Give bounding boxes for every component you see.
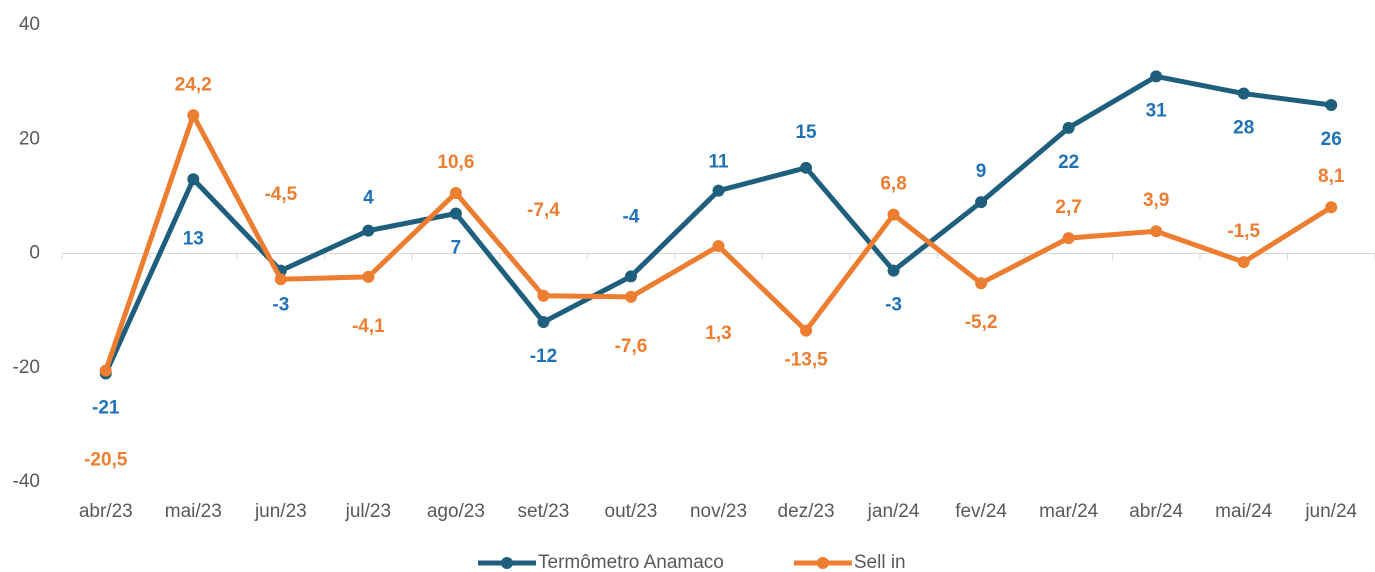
point — [537, 289, 550, 302]
point — [887, 208, 900, 221]
point — [1150, 225, 1163, 238]
x-tick-label: jul/23 — [345, 501, 391, 522]
point — [362, 270, 375, 283]
point — [1062, 121, 1075, 134]
y-tick-label: 40 — [19, 14, 40, 35]
point — [274, 273, 287, 286]
y-tick-label: -40 — [13, 471, 40, 492]
data-label: -5,2 — [965, 312, 998, 333]
data-label: -3 — [272, 295, 289, 316]
data-label: 22 — [1058, 152, 1079, 173]
point — [449, 207, 462, 220]
point — [449, 186, 462, 199]
point — [1237, 87, 1250, 100]
data-label: 28 — [1233, 118, 1254, 139]
point — [624, 290, 637, 303]
data-label: -20,5 — [84, 450, 128, 471]
data-label: 9 — [976, 161, 987, 182]
point — [1062, 232, 1075, 245]
x-tick-label: dez/23 — [778, 501, 835, 522]
point — [1150, 70, 1163, 83]
x-tick-label: jun/23 — [254, 501, 307, 522]
point — [1237, 256, 1250, 269]
data-label: 4 — [363, 188, 374, 209]
x-tick-label: fev/24 — [955, 501, 1007, 522]
data-label: -3 — [885, 295, 902, 316]
point — [187, 109, 200, 122]
data-label: 6,8 — [880, 174, 906, 195]
data-label: 3,9 — [1143, 190, 1169, 211]
data-label: 24,2 — [175, 74, 212, 95]
legend-label: Termômetro Anamaco — [538, 552, 724, 572]
point — [887, 264, 900, 277]
point — [624, 270, 637, 283]
data-label: 11 — [708, 152, 729, 173]
legend-marker — [816, 557, 829, 569]
data-label: 8,1 — [1318, 166, 1345, 187]
data-label: -1,5 — [1227, 221, 1260, 242]
point — [800, 161, 813, 174]
point — [187, 173, 200, 186]
y-tick-label: -20 — [13, 357, 40, 378]
data-label: -7,6 — [615, 336, 648, 357]
x-tick-label: abr/23 — [79, 501, 133, 522]
data-label: -4,1 — [352, 316, 385, 337]
point — [1325, 98, 1338, 111]
point — [362, 224, 375, 237]
data-label: -7,4 — [527, 200, 560, 221]
data-label: 2,7 — [1055, 197, 1081, 218]
x-tick-label: ago/23 — [427, 501, 485, 522]
point — [975, 277, 988, 290]
x-tick-label: abr/24 — [1129, 501, 1183, 522]
data-label: -4,5 — [264, 184, 297, 205]
legend-marker — [501, 557, 513, 569]
x-tick-label: nov/23 — [690, 501, 747, 522]
x-tick-label: set/23 — [518, 501, 570, 522]
x-tick-label: mai/24 — [1215, 501, 1272, 522]
point — [1325, 201, 1338, 214]
data-label: 31 — [1146, 100, 1168, 121]
point — [99, 364, 112, 377]
data-label: 13 — [183, 228, 204, 249]
data-label: 10,6 — [437, 152, 474, 173]
point — [712, 184, 725, 197]
point — [975, 196, 988, 209]
point — [800, 324, 813, 337]
legend-label: Sell in — [854, 552, 906, 572]
point — [712, 240, 725, 253]
x-tick-label: out/23 — [605, 501, 658, 522]
x-tick-label: jun/24 — [1304, 501, 1357, 522]
y-tick-label: 20 — [19, 128, 40, 149]
y-tick-label: 0 — [29, 243, 40, 264]
x-tick-label: mai/23 — [165, 501, 222, 522]
x-tick-label: jan/24 — [867, 501, 920, 522]
data-label: -13,5 — [784, 350, 828, 371]
data-label: 15 — [795, 122, 817, 143]
data-label: -4 — [623, 206, 640, 227]
data-label: 26 — [1321, 129, 1342, 150]
point — [537, 316, 550, 329]
x-tick-label: mar/24 — [1039, 501, 1099, 522]
data-label: 1,3 — [705, 323, 731, 344]
data-label: 7 — [451, 238, 462, 259]
data-label: -21 — [92, 397, 120, 418]
data-label: -12 — [530, 346, 557, 367]
